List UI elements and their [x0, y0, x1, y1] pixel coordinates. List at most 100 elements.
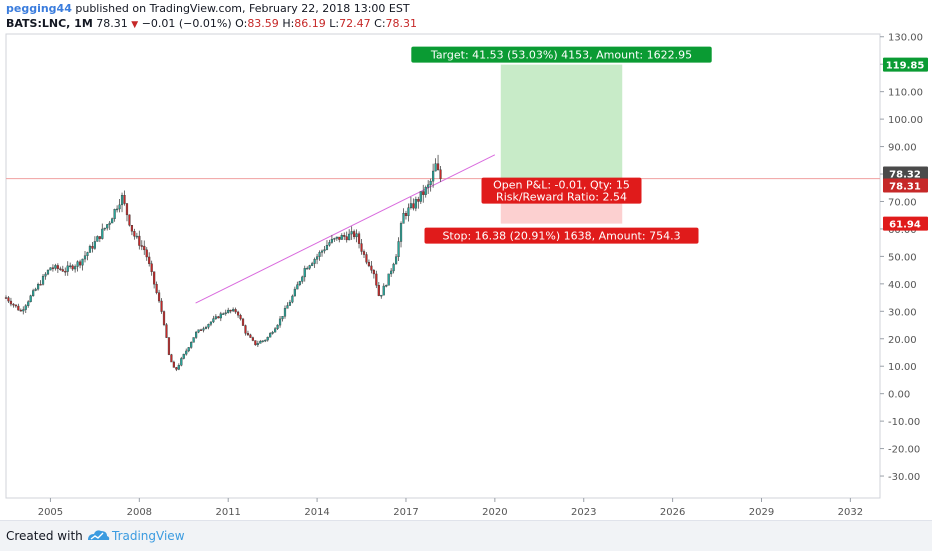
open-value: 83.59	[247, 17, 279, 30]
candle	[27, 301, 30, 306]
open-label: O:	[235, 17, 248, 30]
candle	[303, 268, 306, 278]
candle	[330, 238, 333, 243]
candle	[150, 263, 153, 272]
candle	[370, 265, 373, 271]
candle	[281, 316, 284, 320]
candle	[227, 309, 230, 313]
candle	[9, 300, 13, 305]
candle	[120, 195, 124, 206]
candle	[153, 271, 156, 285]
candle	[202, 328, 205, 331]
candle	[434, 163, 437, 172]
candle	[93, 241, 96, 249]
candle	[111, 218, 114, 224]
candle	[269, 333, 272, 338]
candle	[424, 187, 427, 195]
candle	[19, 309, 22, 312]
author-link[interactable]: pegging44	[6, 2, 72, 15]
candle	[375, 273, 378, 286]
candle	[46, 269, 50, 275]
candle	[61, 269, 64, 272]
candle	[145, 249, 148, 258]
chart-area[interactable]: 130.00120.00110.00100.0090.0080.0070.006…	[0, 32, 932, 520]
target-label-bg	[411, 46, 712, 63]
close-value: 78.31	[385, 17, 418, 30]
candle	[187, 347, 190, 352]
candle	[199, 329, 203, 331]
x-tick-label: 2020	[482, 507, 507, 518]
candle	[246, 333, 250, 336]
price-marker-bg	[883, 166, 928, 181]
chart-header: pegging44 published on TradingView.com, …	[0, 0, 932, 32]
candle	[261, 340, 264, 342]
candle	[29, 295, 32, 302]
candle	[276, 324, 279, 329]
candle	[419, 191, 422, 202]
candle	[291, 295, 294, 303]
plot-frame	[5, 33, 881, 499]
candle	[12, 303, 15, 306]
candle	[224, 312, 227, 314]
candle	[320, 250, 324, 253]
candle	[148, 256, 151, 264]
candle	[234, 309, 237, 313]
tradingview-logo-icon	[88, 530, 110, 540]
candle	[74, 266, 77, 270]
candle	[98, 236, 101, 239]
candle	[185, 350, 188, 355]
candle	[182, 353, 185, 359]
x-tick-label: 2029	[749, 507, 774, 518]
candle	[254, 340, 257, 346]
y-tick-label: 110.00	[888, 88, 923, 99]
trendline	[195, 154, 496, 304]
close-label: C:	[374, 17, 386, 30]
candle	[59, 268, 62, 270]
price-marker-bg	[883, 216, 928, 231]
candle	[207, 324, 210, 328]
candle	[439, 169, 442, 179]
candle	[283, 308, 287, 317]
candle	[251, 337, 254, 341]
price-marker-bg	[883, 57, 928, 72]
candle	[274, 328, 277, 333]
candle	[177, 365, 180, 370]
candle	[209, 321, 213, 325]
candle	[128, 214, 131, 226]
candle	[390, 270, 393, 275]
candle	[399, 223, 403, 242]
price-chart[interactable]: 130.00120.00110.00100.0090.0080.0070.006…	[0, 32, 932, 520]
candle	[172, 361, 175, 368]
x-tick-label: 2017	[393, 507, 418, 518]
candle	[367, 261, 371, 267]
candle	[51, 267, 55, 269]
y-tick-label: -30.00	[888, 472, 920, 483]
candle	[306, 267, 309, 270]
candle	[197, 329, 200, 333]
y-tick-label: 10.00	[888, 362, 917, 373]
candle	[318, 252, 321, 257]
candle	[54, 265, 57, 269]
candle	[170, 354, 173, 363]
candle	[167, 337, 171, 355]
candle	[259, 341, 262, 344]
y-tick-label: -20.00	[888, 445, 920, 456]
y-tick-label: 70.00	[888, 197, 917, 208]
published-text: published on TradingView.com, February 2…	[75, 2, 410, 15]
candle	[394, 256, 398, 265]
candle	[296, 284, 299, 290]
candle	[39, 284, 42, 286]
high-value: 86.19	[294, 17, 326, 30]
candle	[365, 254, 368, 263]
candle	[353, 231, 356, 238]
candle	[41, 275, 45, 285]
candle	[175, 367, 178, 370]
x-tick-label: 2011	[215, 507, 240, 518]
candle	[409, 203, 413, 209]
candle	[432, 170, 435, 182]
y-tick-label: 0.00	[888, 390, 910, 401]
symbol-label: BATS:LNC, 1M	[6, 17, 93, 30]
candle	[232, 309, 235, 312]
candle	[34, 288, 37, 291]
tradingview-brand[interactable]: TradingView	[112, 529, 185, 543]
